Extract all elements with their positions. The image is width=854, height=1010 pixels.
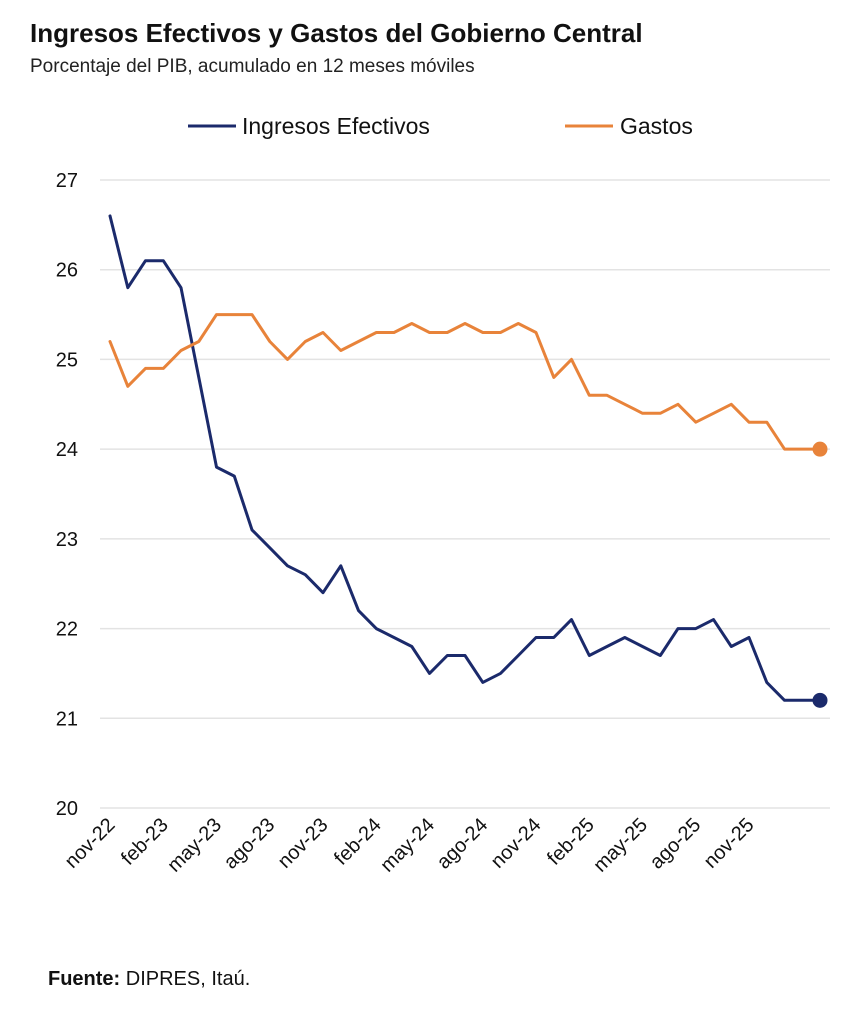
x-tick-label: nov-23 xyxy=(274,814,333,873)
y-tick-label: 22 xyxy=(56,619,78,641)
x-axis: nov-22feb-23may-23ago-23nov-23feb-24may-… xyxy=(61,814,759,877)
series-end-marker-ingresos xyxy=(812,692,828,708)
series-line-gastos xyxy=(108,313,822,451)
chart-title: Ingresos Efectivos y Gastos del Gobierno… xyxy=(30,18,643,48)
y-tick-label: 24 xyxy=(56,439,78,461)
y-tick-label: 23 xyxy=(56,529,78,551)
chart-subtitle: Porcentaje del PIB, acumulado en 12 mese… xyxy=(30,56,475,77)
grid-lines xyxy=(100,179,830,809)
x-tick-label: nov-25 xyxy=(700,814,759,873)
legend-label-gastos: Gastos xyxy=(620,113,693,139)
series-end-marker-gastos xyxy=(812,441,828,457)
series-lines xyxy=(108,214,828,708)
x-tick-label: nov-24 xyxy=(487,814,546,873)
source-label: Fuente: xyxy=(48,968,121,990)
x-tick-label: ago-24 xyxy=(433,814,493,874)
y-tick-label: 26 xyxy=(56,260,78,282)
y-tick-label: 25 xyxy=(56,349,78,371)
y-tick-label: 27 xyxy=(56,170,78,192)
source-note: Fuente: DIPRES, Itaú. xyxy=(48,968,250,991)
series-line-ingresos xyxy=(108,214,822,702)
x-tick-label: ago-25 xyxy=(646,814,706,874)
legend-label-ingresos: Ingresos Efectivos xyxy=(242,113,430,139)
y-axis: 20 21 22 23 24 25 26 27 xyxy=(56,170,78,820)
y-tick-label: 20 xyxy=(56,798,78,820)
x-tick-label: may-23 xyxy=(163,814,226,877)
source-text: DIPRES, Itaú. xyxy=(120,968,251,990)
x-tick-label: nov-22 xyxy=(61,814,120,873)
x-tick-label: ago-23 xyxy=(220,814,280,874)
x-tick-label: may-24 xyxy=(376,814,439,877)
x-tick-label: may-25 xyxy=(589,814,652,877)
y-tick-label: 21 xyxy=(56,708,78,730)
legend: Ingresos Efectivos Gastos xyxy=(188,113,693,139)
